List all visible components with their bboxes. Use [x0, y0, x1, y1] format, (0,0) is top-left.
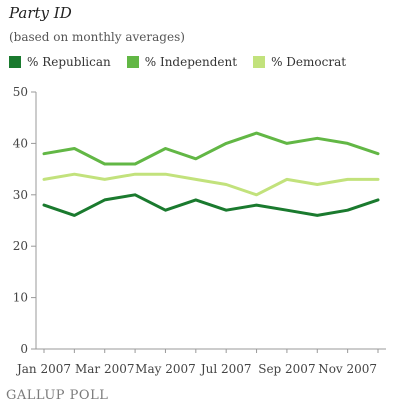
- y-tick-label: 0: [20, 342, 28, 356]
- y-tick-label: 10: [13, 291, 28, 305]
- x-tick-label: May 2007: [135, 362, 196, 376]
- legend-item-independent: % Independent: [126, 55, 238, 69]
- x-tick-label: Nov 2007: [318, 362, 377, 376]
- chart-subtitle: (based on monthly averages): [9, 30, 185, 44]
- x-tick-label: Jan 2007: [15, 362, 71, 376]
- legend-item-democrat: % Democrat: [253, 55, 346, 69]
- legend-item-republican: % Republican: [9, 55, 111, 69]
- y-tick-label: 50: [13, 85, 28, 99]
- chart-title: Party ID: [9, 4, 72, 22]
- x-tick-label: Mar 2007: [75, 362, 135, 376]
- y-tick-label: 20: [13, 239, 28, 253]
- gallup-poll-logo: GALLUP POLL: [6, 388, 109, 403]
- legend-swatch-independent: [126, 56, 139, 68]
- y-tick-label: 30: [13, 188, 28, 202]
- series-line-democrat: [42, 172, 380, 197]
- legend-swatch-democrat: [253, 56, 266, 68]
- y-tick-label: 40: [13, 136, 28, 150]
- legend-label-republican: % Republican: [27, 55, 111, 69]
- series-line-independent: [42, 131, 380, 166]
- x-tick-label: Sep 2007: [258, 362, 315, 376]
- legend-label-independent: % Independent: [144, 55, 238, 69]
- legend: % Republican % Independent % Democrat: [9, 55, 362, 69]
- x-tick-label: Jul 2007: [199, 362, 252, 376]
- legend-swatch-republican: [9, 56, 21, 68]
- legend-label-democrat: % Democrat: [271, 55, 347, 69]
- series-line-republican: [42, 193, 380, 217]
